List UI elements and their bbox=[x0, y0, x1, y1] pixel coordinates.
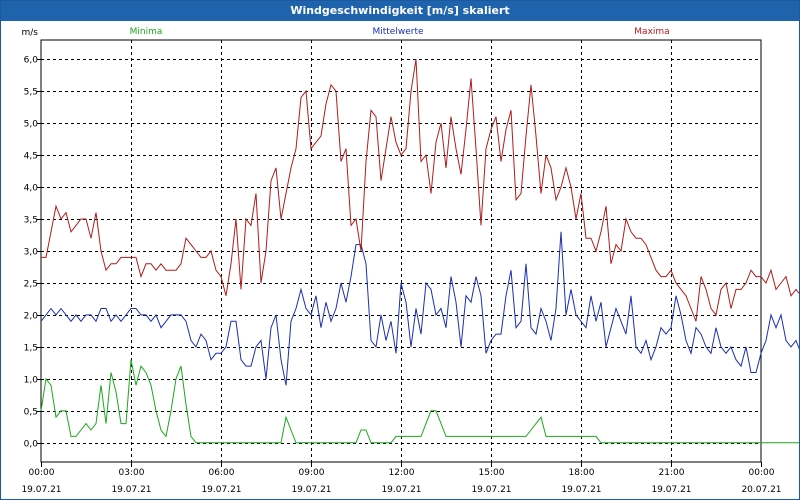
x-tick-label: 21:00 bbox=[659, 468, 685, 478]
chart-title: Windgeschwindigkeit [m/s] skaliert bbox=[1, 1, 799, 21]
axes bbox=[37, 39, 762, 467]
x-tick-label: 15:00 bbox=[479, 468, 505, 478]
x-tick-date: 19.07.21 bbox=[291, 485, 331, 495]
grid bbox=[41, 40, 761, 462]
y-tick-label: 1,0 bbox=[24, 376, 39, 386]
y-tick-label: 2,5 bbox=[24, 280, 38, 290]
y-axis-label: m/s bbox=[22, 28, 39, 38]
x-tick-label: 00:00 bbox=[749, 468, 775, 478]
y-tick-label: 5,0 bbox=[24, 120, 39, 130]
x-tick-date: 19.07.21 bbox=[561, 485, 601, 495]
x-tick-date: 19.07.21 bbox=[21, 485, 61, 495]
y-tick-label: 3,5 bbox=[24, 216, 38, 226]
y-tick-label: 2,0 bbox=[24, 312, 39, 322]
y-tick-label: 3,0 bbox=[24, 248, 39, 258]
x-tick-date: 19.07.21 bbox=[471, 485, 511, 495]
x-tick-date: 19.07.21 bbox=[111, 485, 151, 495]
x-tick-label: 03:00 bbox=[119, 468, 145, 478]
y-tick-label: 6,0 bbox=[24, 56, 39, 66]
series-line-mittelwerte bbox=[40, 231, 799, 386]
x-tick-label: 12:00 bbox=[389, 468, 415, 478]
x-tick-date: 20.07.21 bbox=[741, 485, 781, 495]
y-tick-label: 5,5 bbox=[24, 88, 38, 98]
x-tick-label: 06:00 bbox=[209, 468, 235, 478]
y-tick-label: 1,5 bbox=[24, 344, 38, 354]
y-tick-label: 4,5 bbox=[24, 152, 38, 162]
series-line-maxima bbox=[41, 59, 799, 322]
x-tick-label: 09:00 bbox=[299, 468, 325, 478]
series-lines bbox=[40, 59, 799, 444]
legend-maxima: Maxima bbox=[634, 27, 669, 37]
x-tick-label: 18:00 bbox=[569, 468, 595, 478]
x-tick-label: 00:00 bbox=[29, 468, 55, 478]
y-tick-label: 0,5 bbox=[24, 408, 38, 418]
x-tick-date: 19.07.21 bbox=[201, 485, 241, 495]
x-tick-date: 19.07.21 bbox=[381, 485, 421, 495]
legend-minima: Minima bbox=[130, 27, 163, 37]
series-line-minima bbox=[40, 359, 799, 444]
wind-speed-chart: 0,0 0,5 1,0 1,5 2,0 2,5 3,0 3,5 4,0 4,5 5,0 5,5 6,0 0… bbox=[21, 27, 799, 495]
y-tick-label: 4,0 bbox=[24, 184, 39, 194]
legend-mittelwerte: Mittelwerte bbox=[372, 27, 423, 37]
x-tick-date: 19.07.21 bbox=[651, 485, 691, 495]
y-tick-label: 0,0 bbox=[24, 440, 39, 450]
labels: 0,0 0,5 1,0 1,5 2,0 2,5 3,0 3,5 4,0 4,5 5,0 5,5 6,0 0… bbox=[21, 27, 781, 495]
